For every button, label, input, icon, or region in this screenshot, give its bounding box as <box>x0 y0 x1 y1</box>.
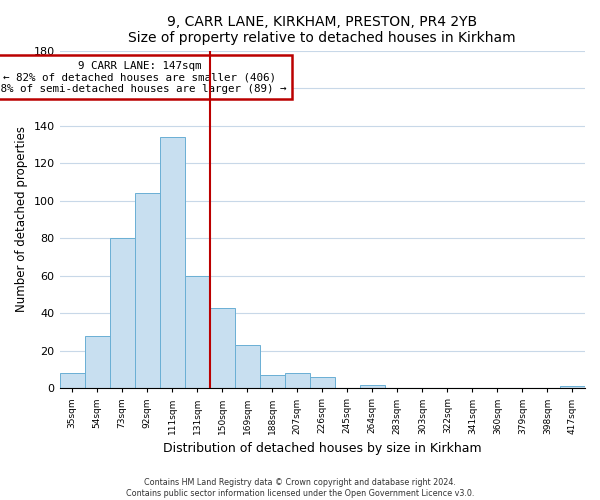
X-axis label: Distribution of detached houses by size in Kirkham: Distribution of detached houses by size … <box>163 442 482 455</box>
Text: 9 CARR LANE: 147sqm
← 82% of detached houses are smaller (406)
18% of semi-detac: 9 CARR LANE: 147sqm ← 82% of detached ho… <box>0 60 286 94</box>
Bar <box>235 345 260 389</box>
Bar <box>185 276 209 388</box>
Bar <box>59 374 85 388</box>
Bar <box>85 336 110 388</box>
Bar <box>134 193 160 388</box>
Bar <box>310 377 335 388</box>
Bar <box>260 375 285 388</box>
Bar <box>360 384 385 388</box>
Title: 9, CARR LANE, KIRKHAM, PRESTON, PR4 2YB
Size of property relative to detached ho: 9, CARR LANE, KIRKHAM, PRESTON, PR4 2YB … <box>128 15 516 45</box>
Y-axis label: Number of detached properties: Number of detached properties <box>15 126 28 312</box>
Bar <box>209 308 235 388</box>
Bar <box>560 386 585 388</box>
Bar <box>285 374 310 388</box>
Bar <box>110 238 134 388</box>
Text: Contains HM Land Registry data © Crown copyright and database right 2024.
Contai: Contains HM Land Registry data © Crown c… <box>126 478 474 498</box>
Bar <box>160 137 185 388</box>
